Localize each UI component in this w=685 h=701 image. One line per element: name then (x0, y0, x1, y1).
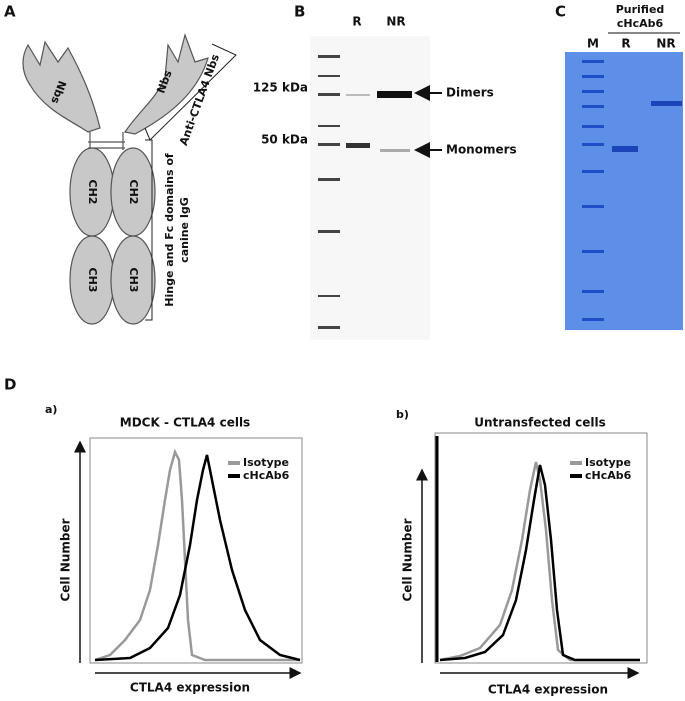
plot-frame (434, 432, 648, 664)
panel-label: B (294, 3, 305, 21)
ladder-band (582, 250, 604, 253)
legend-label: cHcAb6 (243, 469, 290, 482)
arrow-label: Dimers (446, 86, 494, 100)
ladder-band (318, 93, 340, 96)
axis-label: Cell Number (401, 518, 415, 601)
nb-left (22, 40, 101, 133)
band (346, 94, 370, 96)
bracket-label: canine IgG (178, 197, 191, 263)
ch2-label: CH2 (127, 180, 140, 205)
band (612, 146, 638, 152)
ladder-band (318, 143, 340, 146)
marker-label: 50 kDa (261, 133, 308, 147)
ladder-band (318, 326, 340, 329)
ladder-band (318, 230, 340, 233)
plot-frame (89, 437, 303, 664)
histogram-isotype (94, 448, 300, 662)
ladder-band (318, 295, 340, 297)
ladder-band (582, 105, 604, 108)
gel (310, 36, 430, 340)
lane-label: M (587, 37, 599, 51)
ladder-band (582, 125, 604, 128)
legend-label: cHcAb6 (585, 469, 632, 482)
subplot-label: a) (45, 403, 57, 416)
plot-title: MDCK - CTLA4 cells (120, 416, 250, 430)
marker-label: 125 kDa (253, 81, 308, 95)
header: Purified (616, 3, 665, 16)
bracket-label: Hinge and Fc domains of (163, 153, 176, 307)
legend-label: Isotype (243, 456, 289, 469)
subplot-label: b) (396, 408, 409, 421)
lane-label: R (621, 37, 630, 51)
panel-label: C (555, 3, 566, 21)
gel (565, 52, 683, 330)
ladder (582, 60, 604, 321)
histogram-chcab6 (439, 464, 640, 662)
ladder-band (582, 170, 604, 173)
lane-label: NR (386, 15, 405, 29)
panel-label: A (4, 3, 16, 21)
ladder-band (318, 125, 340, 127)
ladder-band (318, 75, 340, 77)
ladder-band (582, 90, 604, 93)
panel-label: D (4, 376, 16, 394)
fc-bracket (145, 139, 153, 321)
ch3-label: CH3 (86, 268, 99, 293)
antibody-diagram (22, 32, 209, 325)
axis-label: Cell Number (59, 518, 73, 601)
nb-right (123, 32, 209, 135)
ladder-band (582, 290, 604, 293)
lane-label: R (352, 15, 361, 29)
band (377, 91, 412, 98)
ladder-band (318, 178, 340, 181)
ladder-band (582, 143, 604, 146)
band (380, 149, 410, 152)
histogram-isotype (439, 461, 640, 662)
axis-label: CTLA4 expression (130, 681, 250, 695)
ladder (318, 55, 340, 329)
header: cHcAb6 (617, 17, 664, 30)
ladder-band (582, 205, 604, 208)
ch3-label: CH3 (127, 268, 140, 293)
ladder-band (582, 318, 604, 321)
lane-label: NR (656, 37, 675, 51)
legend-label: Isotype (585, 456, 631, 469)
arrow-label: Monomers (446, 143, 517, 157)
ladder-band (582, 75, 604, 78)
nbs-bracket (144, 43, 237, 141)
ladder-band (318, 55, 340, 58)
ch3-right (110, 235, 156, 325)
band (651, 101, 682, 106)
plot-title: Untransfected cells (474, 416, 605, 430)
axis-label: CTLA4 expression (488, 683, 608, 697)
band (346, 143, 370, 148)
ch2-label: CH2 (86, 180, 99, 205)
histogram-chcab6 (94, 454, 301, 662)
ladder-band (582, 60, 604, 63)
